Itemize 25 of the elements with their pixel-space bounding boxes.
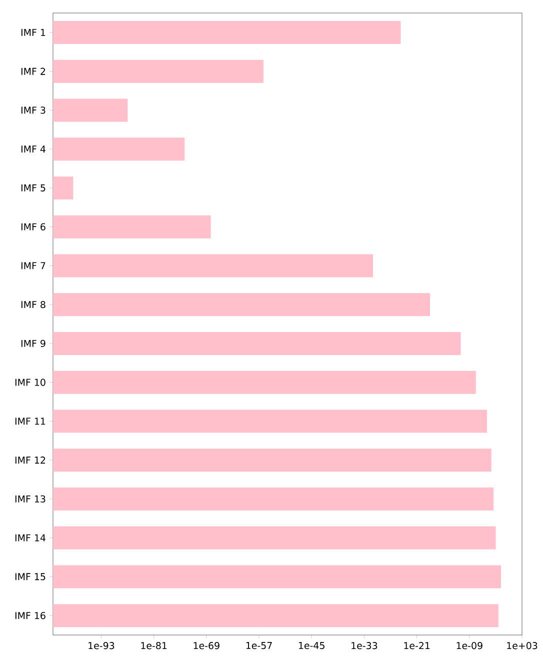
x-tick-label: 1e-81 (141, 642, 167, 650)
y-tick-label: IMF 6 (21, 223, 46, 230)
y-tick-label: IMF 7 (21, 262, 46, 270)
y-tick-label: IMF 14 (15, 534, 46, 542)
y-tick-label: IMF 4 (21, 146, 46, 153)
y-tick-label: IMF 1 (21, 28, 46, 36)
y-tick-label: IMF 12 (15, 456, 46, 464)
x-tick-label: 1e-45 (299, 642, 324, 650)
y-tick-label: IMF 13 (15, 495, 46, 503)
x-tick-label: 1e-21 (404, 642, 430, 650)
y-tick-label: IMF 10 (15, 378, 46, 386)
x-tick-label: 1e-69 (194, 642, 220, 650)
x-tick-label: 1e+03 (507, 642, 538, 650)
y-tick-label: IMF 15 (15, 573, 46, 580)
y-tick-label: IMF 5 (21, 184, 46, 192)
y-tick-label: IMF 16 (15, 612, 46, 620)
y-tick-label: IMF 3 (21, 106, 46, 114)
x-tick-label: 1e-93 (88, 642, 114, 650)
y-tick-label: IMF 8 (21, 300, 46, 308)
x-tick-label: 1e-09 (456, 642, 482, 650)
y-tick-label: IMF 9 (21, 340, 46, 348)
y-tick-label: IMF 11 (15, 418, 46, 425)
y-tick-label: IMF 2 (21, 68, 46, 75)
x-tick-label: 1e-57 (246, 642, 272, 650)
x-tick-label: 1e-33 (352, 642, 378, 650)
